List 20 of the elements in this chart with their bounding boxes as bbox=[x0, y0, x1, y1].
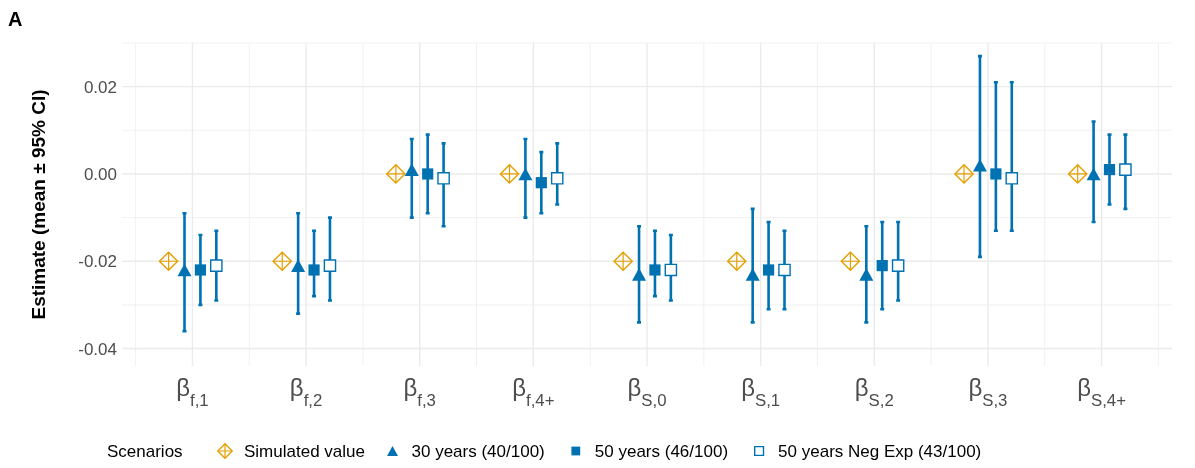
legend-label: Simulated value bbox=[244, 442, 365, 461]
legend-label: 50 years Neg Exp (43/100) bbox=[778, 442, 982, 461]
y-tick-label: -0.04 bbox=[78, 339, 117, 359]
y-axis-title: Estimate (mean ± 95% CI) bbox=[28, 89, 49, 320]
x-tick-label: β$_{S,3}$ bbox=[968, 374, 1008, 410]
x-tick-label: β$_{S,4+}$ bbox=[1077, 374, 1126, 410]
x-tick-label: β$_{S,0}$ bbox=[627, 374, 667, 410]
x-tick-label: β$_{f,1}$ bbox=[176, 374, 209, 410]
x-tick-label: β$_{f,3}$ bbox=[403, 374, 436, 410]
legend-title: Scenarios bbox=[107, 442, 183, 461]
y-tick-label: -0.02 bbox=[78, 252, 117, 272]
x-tick-label: β$_{f,4+}$ bbox=[512, 374, 555, 410]
y-tick-label: 0.02 bbox=[83, 77, 117, 97]
y-tick-label: 0.00 bbox=[83, 164, 117, 184]
x-tick-label: β$_{S,1}$ bbox=[741, 374, 781, 410]
chart-title: A bbox=[8, 8, 23, 30]
x-tick-label: β$_{f,2}$ bbox=[289, 374, 323, 410]
legend-label: 50 years (46/100) bbox=[594, 442, 729, 461]
legend-label: 30 years (40/100) bbox=[411, 442, 545, 461]
x-tick-label: β$_{S,2}$ bbox=[854, 374, 894, 410]
